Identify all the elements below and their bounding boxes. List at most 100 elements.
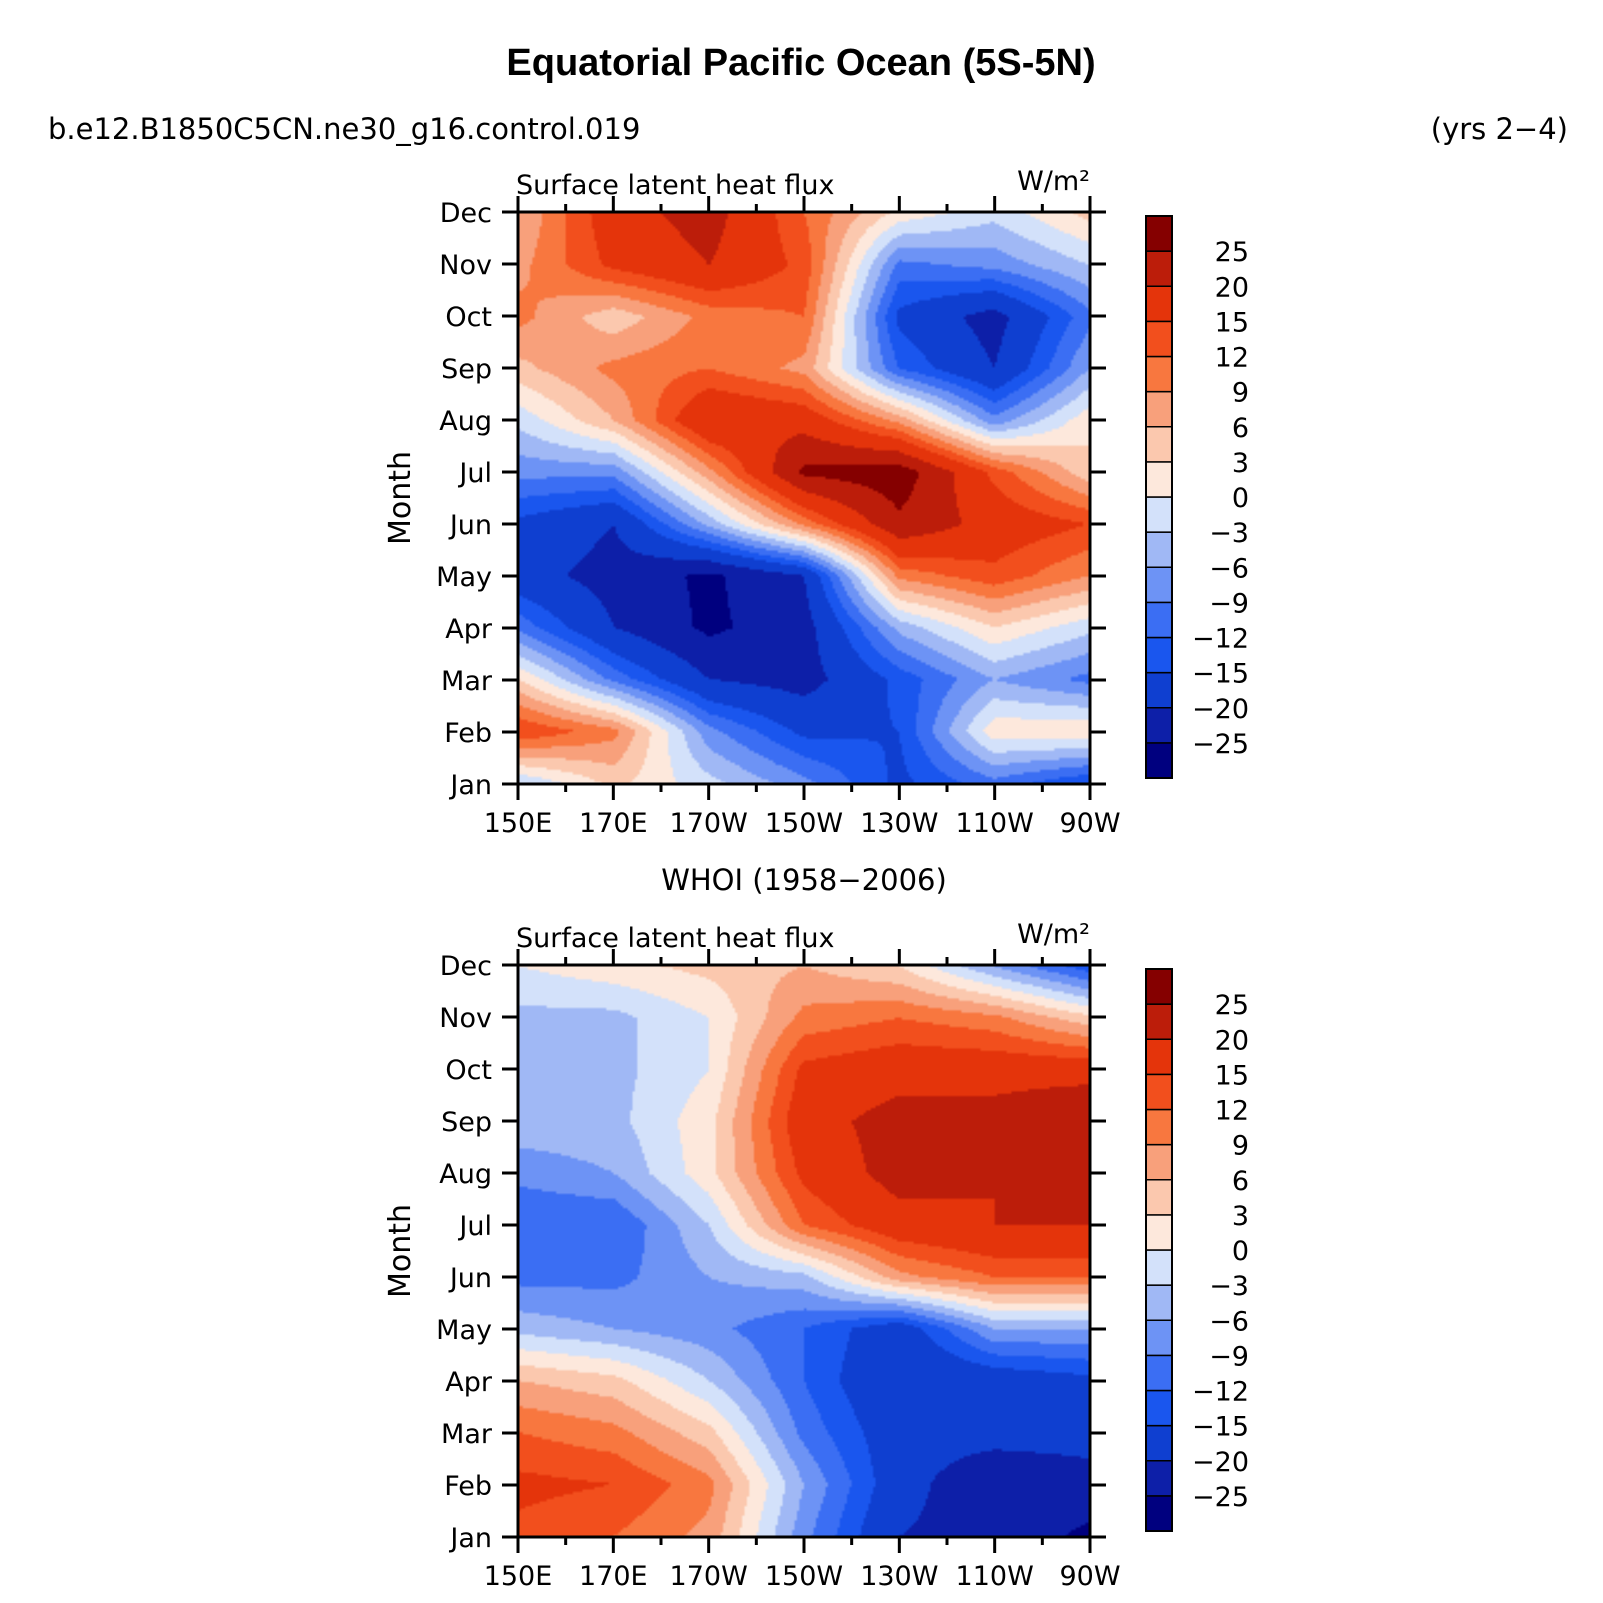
colorbar-box [1145,601,1173,639]
colorbar-box [1145,1319,1173,1357]
colorbar-frame [1145,215,1173,779]
colorbar-box [1145,1249,1173,1286]
x-tick-label: 130W [860,808,938,839]
colorbar-box [1145,426,1173,463]
colorbar-label: −20 [1192,694,1249,725]
y-tick-label: Jan [448,770,492,801]
colorbar-label: 20 [1215,1025,1249,1056]
x-tick-label: 150E [484,1561,553,1592]
years-label: (yrs 2−4) [1431,112,1568,146]
colorbar-label: 12 [1215,343,1249,374]
y-tick-label: Dec [440,951,492,982]
colorbar-label: −3 [1209,518,1249,549]
y-tick-label: Dec [440,198,492,229]
y-tick-label: Oct [445,1055,492,1086]
colorbar-label: −25 [1192,729,1249,760]
x-tick-label: 170E [579,1561,648,1592]
colorbar-label: 6 [1232,413,1249,444]
x-tick-label: 150W [765,808,843,839]
colorbar-label: 0 [1232,483,1249,514]
y-tick-label: Jan [448,1523,492,1554]
colorbar-label: −9 [1209,588,1249,619]
colorbar-box [1145,285,1173,323]
colorbar-box [1145,1073,1173,1111]
colorbar-box [1145,1038,1173,1076]
y-tick-label: Aug [439,1159,492,1190]
figure-title: Equatorial Pacific Ocean (5S-5N) [506,42,1095,84]
y-tick-label: Nov [439,1003,492,1034]
colorbar-box [1145,1389,1173,1427]
colorbar-box [1145,1284,1173,1321]
colorbar-label: 15 [1215,307,1249,338]
colorbar-label: −15 [1192,659,1249,690]
colorbar-label: 3 [1232,448,1249,479]
colorbar-box [1145,355,1173,393]
colorbar-box [1145,742,1173,779]
x-tick-label: 170W [670,808,748,839]
x-tick-label: 110W [956,808,1034,839]
x-tick-label: 170W [670,1561,748,1592]
units-label: W/m² [1017,166,1090,197]
heatmap-field [518,965,1090,1537]
y-tick-label: Apr [445,1367,493,1398]
y-tick-label: Oct [445,302,492,333]
units-label: W/m² [1017,919,1090,950]
x-tick-label: 90W [1059,1561,1120,1592]
colorbar-box [1145,566,1173,604]
heatmap-field [518,212,1090,784]
colorbar-box [1145,496,1173,533]
colorbar-box [1145,1214,1173,1251]
y-tick-label: May [436,1315,492,1346]
y-tick-label: Jul [457,458,492,489]
y-tick-label: Feb [444,718,492,749]
colorbar-box [1145,1424,1173,1462]
colorbar-label: 20 [1215,272,1249,303]
colorbar-box [1145,968,1173,1005]
colorbar-label: −6 [1209,1306,1249,1337]
y-tick-label: Sep [441,354,492,385]
colorbar-label: 25 [1215,237,1249,268]
variable-title: Surface latent heat flux [516,170,835,201]
colorbar-box [1145,250,1173,287]
variable-title: Surface latent heat flux [516,923,835,954]
colorbar-label: −12 [1192,624,1249,655]
x-tick-label: 110W [956,1561,1034,1592]
y-tick-label: Mar [441,666,493,697]
y-tick-label: Mar [441,1419,493,1450]
colorbar-box [1145,1003,1173,1040]
x-tick-label: 150E [484,808,553,839]
panel-model: Surface latent heat flux W/m² 150E 170E 170W… [383,166,1249,839]
colorbar-box [1145,1354,1173,1392]
y-tick-label: Apr [445,614,493,645]
y-tick-label: May [436,562,492,593]
colorbar-label: −12 [1192,1377,1249,1408]
y-tick-label: Jun [448,510,492,541]
y-axis-label: Month [383,1204,418,1298]
colorbar-box [1145,461,1173,498]
x-tick-label: 130W [860,1561,938,1592]
y-tick-label: Nov [439,250,492,281]
colorbar-box [1145,636,1173,674]
colorbar-label: 12 [1215,1096,1249,1127]
panel-whoi: WHOI (1958−2006) Surface latent heat flux… [383,863,1249,1592]
colorbar-box [1145,1179,1173,1216]
colorbar-box [1145,671,1173,709]
panel-title: WHOI (1958−2006) [661,863,947,897]
colorbar-box [1145,707,1173,744]
colorbar-box [1145,1460,1173,1497]
colorbar-label: −9 [1209,1341,1249,1372]
colorbar-label: 0 [1232,1236,1249,1267]
x-tick-label: 170E [579,808,648,839]
colorbar-box [1145,1108,1173,1146]
colorbar-label: −3 [1209,1271,1249,1302]
colorbar-label: −25 [1192,1482,1249,1513]
colorbar-box [1145,390,1173,428]
colorbar-label: 6 [1232,1166,1249,1197]
x-tick-label: 90W [1059,808,1120,839]
x-tick-label: 150W [765,1561,843,1592]
colorbar-box [1145,320,1173,358]
colorbar-box [1145,215,1173,252]
colorbar-label: 25 [1215,990,1249,1021]
y-tick-label: Sep [441,1107,492,1138]
